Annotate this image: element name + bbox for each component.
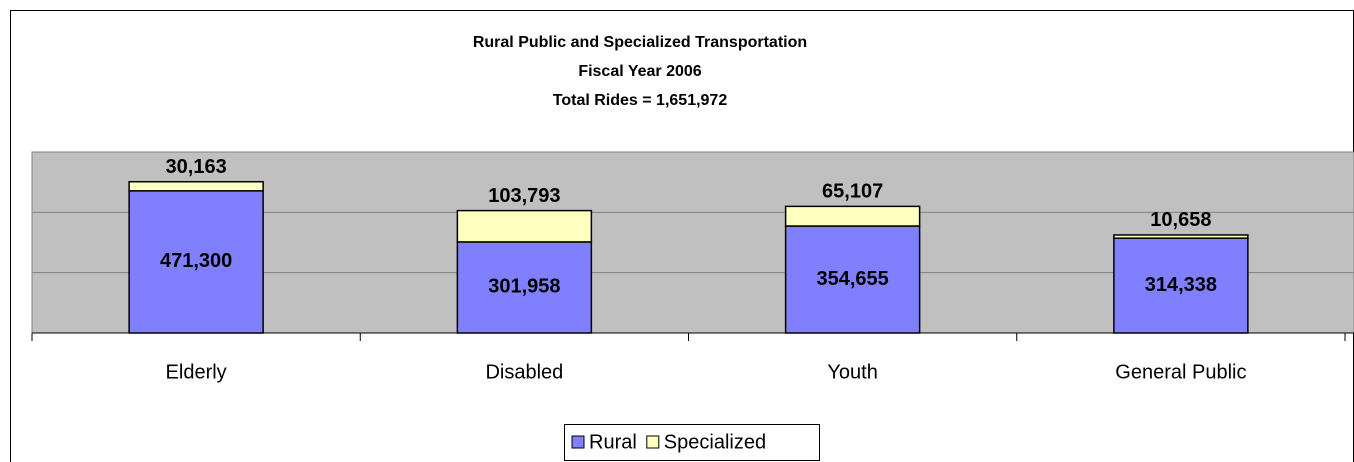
x-tick-label: Disabled <box>485 361 563 383</box>
chart-subtitle: Fiscal Year 2006 <box>578 63 701 80</box>
chart-title: Rural Public and Specialized Transportat… <box>473 34 807 51</box>
x-tick-label: Youth <box>827 361 877 383</box>
data-label: 314,338 <box>1145 274 1217 296</box>
bar-segment <box>784 205 921 227</box>
data-label: 301,958 <box>488 276 560 298</box>
data-label: 65,107 <box>822 181 883 203</box>
legend-box <box>564 424 820 461</box>
bar-segment <box>128 180 264 192</box>
bar-segment <box>128 190 264 334</box>
data-label: 354,655 <box>816 268 888 290</box>
chart-note: Total Rides = 1,651,972 <box>553 92 728 109</box>
data-label: 103,793 <box>488 185 560 207</box>
legend-label: Specialized <box>664 431 766 453</box>
data-label: 30,163 <box>166 156 227 178</box>
x-tick-label: Elderly <box>166 361 227 383</box>
legend-swatch <box>646 435 660 449</box>
legend-label: Rural <box>589 431 637 453</box>
x-tick-label: General Public <box>1115 361 1246 383</box>
legend-swatch <box>571 435 585 449</box>
bar-segment <box>1113 234 1249 239</box>
data-label: 10,658 <box>1150 209 1211 231</box>
bar-segment <box>456 209 593 243</box>
data-label: 471,300 <box>160 250 232 272</box>
